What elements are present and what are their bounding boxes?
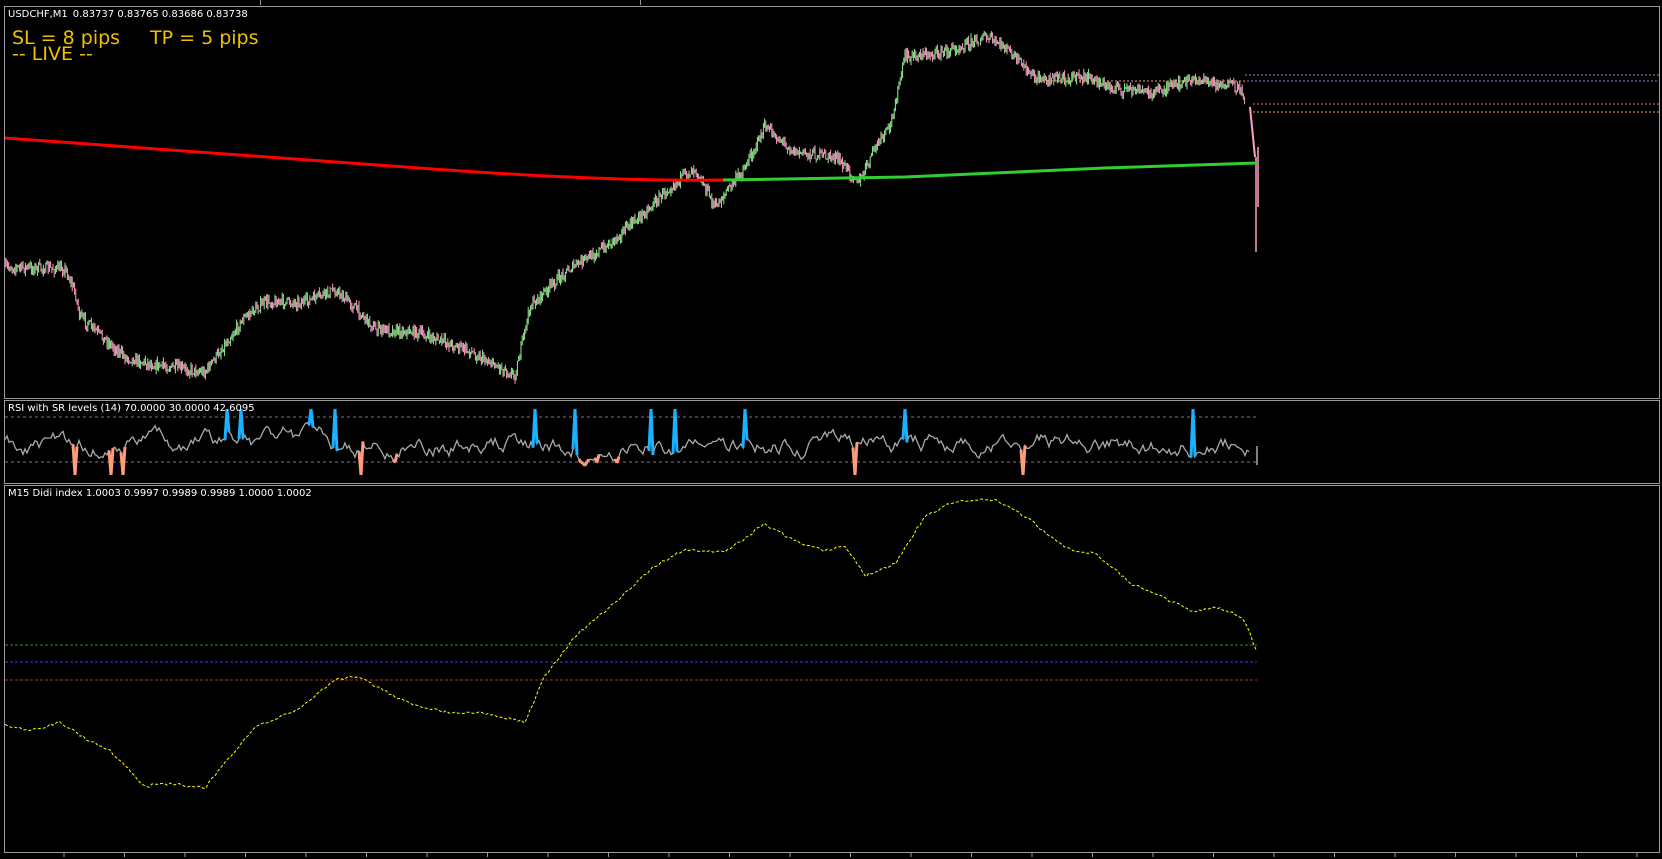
rsi-overbought-segment <box>903 408 909 443</box>
rsi-oversold-segment <box>615 456 621 464</box>
rsi-indicator-pane[interactable]: RSI with SR levels (14) 70.0000 30.0000 … <box>4 400 1660 484</box>
price-chart-canvas <box>5 30 1659 384</box>
rsi-line <box>5 408 1250 476</box>
rsi-canvas <box>5 408 1258 476</box>
rsi-overbought-segment <box>225 408 231 433</box>
ohlc-values: 0.83737 0.83765 0.83686 0.83738 <box>72 9 248 20</box>
live-status-label: -- LIVE -- <box>12 43 93 65</box>
rsi-oversold-segment <box>580 461 584 465</box>
rsi-overbought-segment <box>573 408 579 455</box>
didi-indicator-pane[interactable]: M15 Didi index 1.0003 0.9997 0.9989 0.99… <box>4 485 1660 853</box>
candle <box>1249 106 1256 158</box>
moving-average-up <box>722 161 1258 182</box>
time-axis <box>63 853 1638 857</box>
rsi-overbought-segment <box>673 408 679 452</box>
rsi-overbought-segment <box>239 408 245 439</box>
didi-label: M15 Didi index 1.0003 0.9997 0.9989 0.99… <box>8 488 312 499</box>
rsi-overbought-segment <box>533 408 539 444</box>
didi-line <box>5 498 1257 789</box>
rsi-overbought-segment <box>333 408 339 451</box>
price-chart-pane[interactable]: USDCHF,M1 0.83737 0.83765 0.83686 0.83738… <box>4 6 1660 399</box>
rsi-oversold-segment <box>583 461 589 467</box>
window-top-bar <box>0 0 1662 6</box>
sl-label: SL = 8 pips <box>12 27 121 49</box>
rsi-oversold-segment <box>585 458 591 463</box>
tab-divider <box>0 0 261 5</box>
rsi-oversold-segment <box>393 453 399 463</box>
rsi-overbought-segment <box>649 408 655 456</box>
rsi-oversold-segment <box>577 458 583 464</box>
symbol-name: USDCHF,M1 <box>8 9 68 20</box>
rsi-label: RSI with SR levels (14) 70.0000 30.0000 … <box>8 403 255 414</box>
rsi-oversold-segment <box>853 442 859 476</box>
didi-canvas <box>5 498 1257 789</box>
rsi-oversold-segment <box>109 448 115 476</box>
rsi-oversold-segment <box>121 446 127 476</box>
rsi-oversold-segment <box>595 454 601 463</box>
symbol-header: USDCHF,M1 0.83737 0.83765 0.83686 0.83738 <box>8 9 253 20</box>
candles <box>5 30 1246 384</box>
rsi-oversold-segment <box>73 446 79 476</box>
rsi-overbought-segment <box>309 408 315 428</box>
rsi-overbought-segment <box>1191 408 1197 457</box>
rsi-oversold-segment <box>1021 445 1027 476</box>
rsi-oversold-segment <box>359 441 365 476</box>
tab-divider <box>260 0 641 5</box>
moving-average-down <box>5 136 726 182</box>
tp-label: TP = 5 pips <box>150 27 259 49</box>
rsi-overbought-segment <box>743 408 749 440</box>
